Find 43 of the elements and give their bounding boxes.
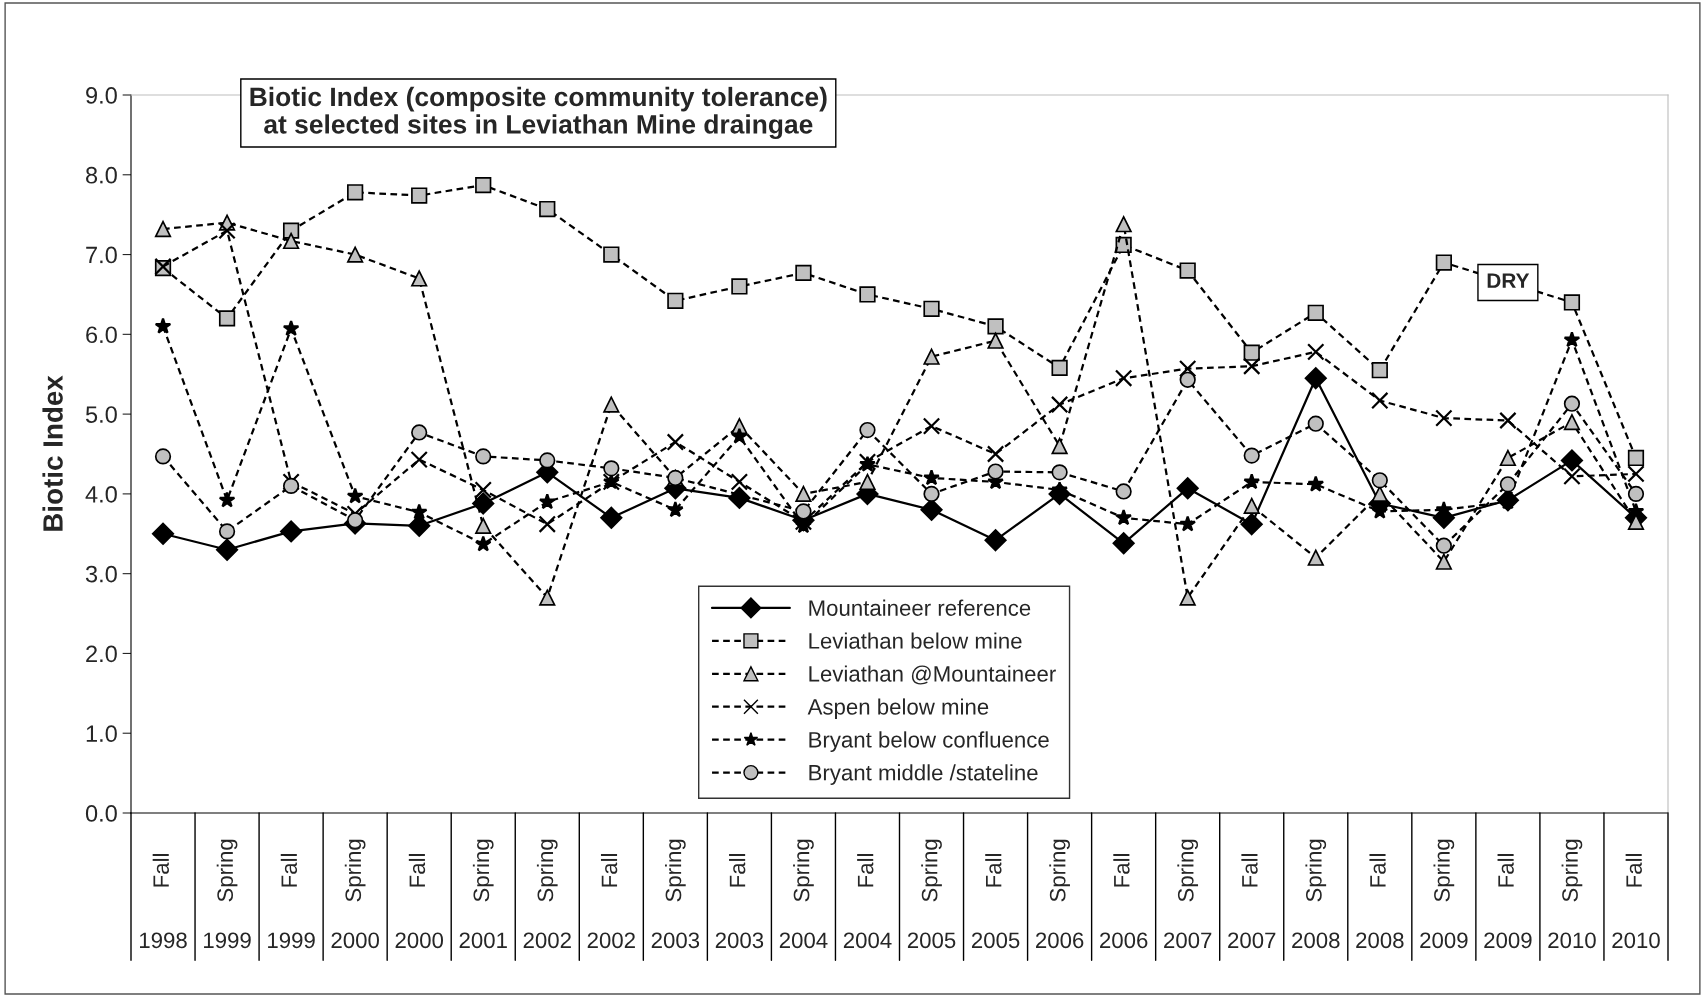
legend-label: Mountaineer reference <box>809 599 1031 616</box>
y-tick-label: 6.0 <box>86 326 117 344</box>
y-tick-label: 8.0 <box>86 166 117 184</box>
y-tick-label: 0.0 <box>85 805 117 822</box>
legend-label: Bryant below confluence <box>809 731 1049 753</box>
category-label: Spring 2009 <box>1420 839 1468 949</box>
y-tick-label: 4.0 <box>85 485 117 503</box>
category-label: Fall 2008 <box>1356 854 1404 949</box>
category-label: Spring 2006 <box>1036 839 1084 949</box>
y-tick-label: 2.0 <box>86 645 117 663</box>
category-label: Fall 2009 <box>1484 854 1532 949</box>
legend-label: Bryant middle /stateline <box>809 764 1038 785</box>
category-label: Spring 2000 <box>331 839 379 949</box>
category-label: Fall 1999 <box>268 854 315 949</box>
category-label: Spring 1999 <box>204 839 251 949</box>
legend-label: Leviathan @Mountaineer <box>809 665 1056 685</box>
annotation: DRY <box>1487 273 1530 288</box>
y-tick-label: 3.0 <box>85 565 117 583</box>
category-label: Spring 2003 <box>651 839 700 949</box>
category-label: Fall 2002 <box>587 854 635 949</box>
category-label: Spring 2001 <box>459 839 507 949</box>
category-label: Fall 2010 <box>1612 854 1660 949</box>
category-label: Fall 2004 <box>843 854 892 949</box>
y-axis-title: Biotic Index <box>42 375 63 531</box>
y-tick-label: 1.0 <box>86 725 117 743</box>
legend-label: Leviathan below mine <box>809 632 1022 649</box>
category-label: Spring 2002 <box>523 839 571 949</box>
y-tick-label: 9.0 <box>86 87 117 104</box>
legend-label: Aspen below mine <box>807 698 989 720</box>
category-label: Fall 2007 <box>1228 854 1276 949</box>
y-tick-label: 5.0 <box>85 406 117 423</box>
category-label: Spring 2004 <box>779 839 828 949</box>
category-label: Spring 2007 <box>1164 839 1212 949</box>
category-label: Fall 2005 <box>971 854 1020 949</box>
category-label: Fall 2000 <box>395 854 444 949</box>
category-label: Spring 2005 <box>907 839 956 949</box>
category-label: Fall 2003 <box>715 854 764 949</box>
category-label: Spring 2010 <box>1548 839 1596 949</box>
chart-title: Biotic Index (composite community tolerance) at selected sites in Leviathan Mine draingae <box>250 86 827 140</box>
category-label: Spring 2008 <box>1292 839 1340 949</box>
y-tick-label: 7.0 <box>86 246 117 264</box>
category-label: Fall 1998 <box>140 854 187 949</box>
category-label: Fall 2006 <box>1100 854 1148 949</box>
